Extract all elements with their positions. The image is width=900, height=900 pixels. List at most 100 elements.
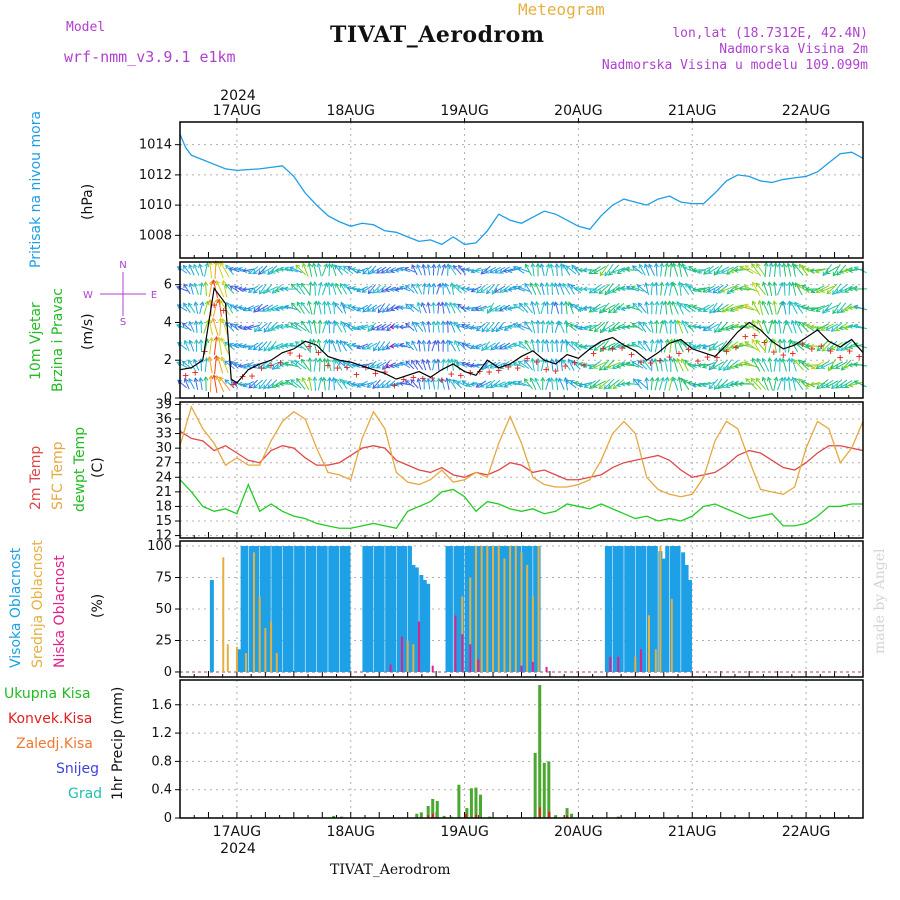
wind-arrow [491,283,499,295]
wind-arrow [767,301,773,315]
wind-arrow-head [599,271,605,277]
wind-arrow-head [203,281,209,286]
wind-arrow-head [676,319,682,325]
wind-arrow [643,340,651,352]
wind-arrow [729,325,745,329]
wind-arrow [777,377,783,391]
wind-arrow-head [562,263,567,269]
wind-arrow [798,321,809,333]
wind-arrow-head [382,365,387,371]
wind-arrow-head [794,301,799,307]
high-cloud-bar [248,546,253,672]
wind-arrow-head [691,363,697,369]
wind-arrow [335,321,343,333]
wind-arrow-head [242,364,248,369]
wind-arrow [340,302,347,314]
wind-arrow-head [480,269,486,275]
wind-arrow-head [755,377,761,383]
high-cloud-bar [399,546,404,672]
wind-arrow [268,340,277,352]
wind-arrow [253,303,263,313]
wind-arrow [668,377,674,391]
wind-arrow-head [366,307,372,312]
wind-arrow-head [653,262,659,268]
wind-arrow-head [198,377,204,382]
low-cloud-bar [389,664,392,672]
wind-arrow-head [284,266,290,272]
wind-arrow-head [592,307,598,312]
temp-line-1 [179,405,864,498]
temp-panel [175,402,864,538]
wind-arrow-head [729,307,735,312]
wind-arrow-head [470,268,476,274]
high-cloud-bar [426,583,431,672]
wind-arrow-head [570,341,576,346]
wind-arrow [296,283,306,295]
precip-total-bar [465,808,469,818]
wind-arrow-head [604,290,610,296]
wind-arrow-head [544,282,550,287]
wind-arrow [216,280,225,298]
wind-arrow-head [654,300,660,306]
high-cloud-bar [259,546,264,672]
low-cloud-bar [545,666,548,672]
wind-arrow [535,301,541,315]
wind-gust-mark: + [581,358,588,371]
temp-ytick-label: 30 [155,441,172,456]
wind-arrow [410,304,420,312]
wind-arrow-head [193,320,199,325]
wind-arrow-head [598,309,604,314]
wind-arrow-head [786,376,792,382]
wind-arrow-head [484,345,490,350]
wind-arrow-head [455,323,461,329]
wind-arrow-head [313,357,319,363]
wind-arrow [427,302,431,314]
wind-gust-mark: + [401,373,408,386]
wind-arrow-head [474,363,480,369]
wind-arrow-head [801,322,807,327]
wind-arrow-head [183,302,188,308]
wind-arrow-head [750,377,756,383]
wind-arrow [321,282,328,296]
wind-arrow-head [598,366,604,371]
wind-arrow-head [792,341,798,346]
wind-arrow-head [394,324,400,330]
wind-arrow [680,378,690,390]
wind-arrow-head [843,325,849,331]
wind-arrow-head [638,263,644,269]
wind-arrow-head [573,266,579,272]
wind-arrow [312,263,318,277]
high-cloud-bar [385,546,390,672]
temp-ytick-label: 33 [155,427,172,442]
wind-arrow [400,361,411,369]
wind-arrow [441,302,445,314]
wind-arrow [673,358,679,372]
wind-arrow-head [691,382,697,387]
model-height: Nadmorska Visina u modelu 109.099m [601,58,868,73]
wind-arrow-head [193,358,198,364]
wind-arrow-head [631,322,637,328]
high-cloud-bar [471,546,476,672]
wind-arrow-head [436,301,442,307]
wind-arrow-head [574,304,580,309]
wind-arrow-head [773,262,779,268]
wind-arrow [825,266,839,274]
wind-arrow-head [198,357,204,363]
wind-arrow [751,339,761,353]
wind-arrow-head [756,263,761,269]
high-cloud-bar [619,546,624,672]
wind-arrow [428,340,430,352]
wind-arrow [558,378,565,390]
wind-arrow [830,361,843,369]
wind-arrow [309,358,312,372]
wind-arrow [756,358,766,372]
mid-cloud-bar [252,552,255,672]
wind-arrow-head [431,320,437,326]
wind-arrow [301,283,311,295]
high-cloud-bar [414,567,419,672]
precip-ytick-label: 0.8 [151,754,172,769]
wind-arrow [708,341,719,351]
wind-arrow-head [275,364,281,369]
wind-arrow-head [620,344,626,350]
wind-arrow-head [199,282,205,287]
